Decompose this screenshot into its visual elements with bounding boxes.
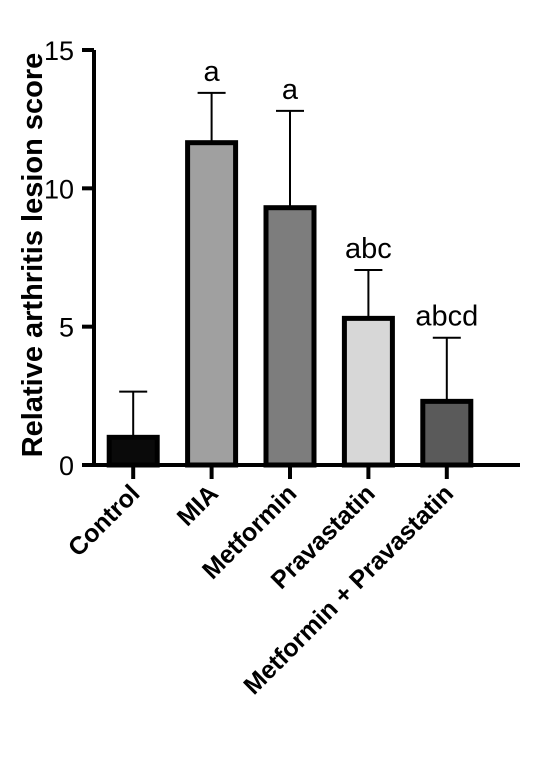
bar: [341, 315, 395, 468]
error-bars: [119, 91, 461, 438]
category-labels: Control MIAMetforminPravastatinMetformin …: [63, 479, 459, 700]
y-tick-label: 15: [44, 36, 74, 66]
y-tick-label: 5: [59, 313, 74, 343]
bar: [106, 434, 160, 468]
significance-label: a: [204, 56, 221, 88]
y-axis: 0 5 10 15: [44, 36, 96, 481]
significance-labels: a a abc abcd: [204, 56, 479, 333]
y-tick-label: 0: [59, 451, 74, 481]
x-tick-label: Control: [63, 479, 146, 562]
bar: [263, 205, 317, 468]
bar: [420, 398, 474, 468]
bars: [106, 140, 474, 468]
y-tick-label: 10: [44, 174, 74, 204]
x-tick-label: MIA: [172, 479, 224, 531]
bar: [185, 140, 239, 468]
significance-label: abcd: [415, 301, 478, 333]
y-axis-label: Relative arthritis lesion score: [17, 53, 49, 458]
significance-label: a: [282, 74, 299, 106]
significance-label: abc: [345, 233, 392, 265]
